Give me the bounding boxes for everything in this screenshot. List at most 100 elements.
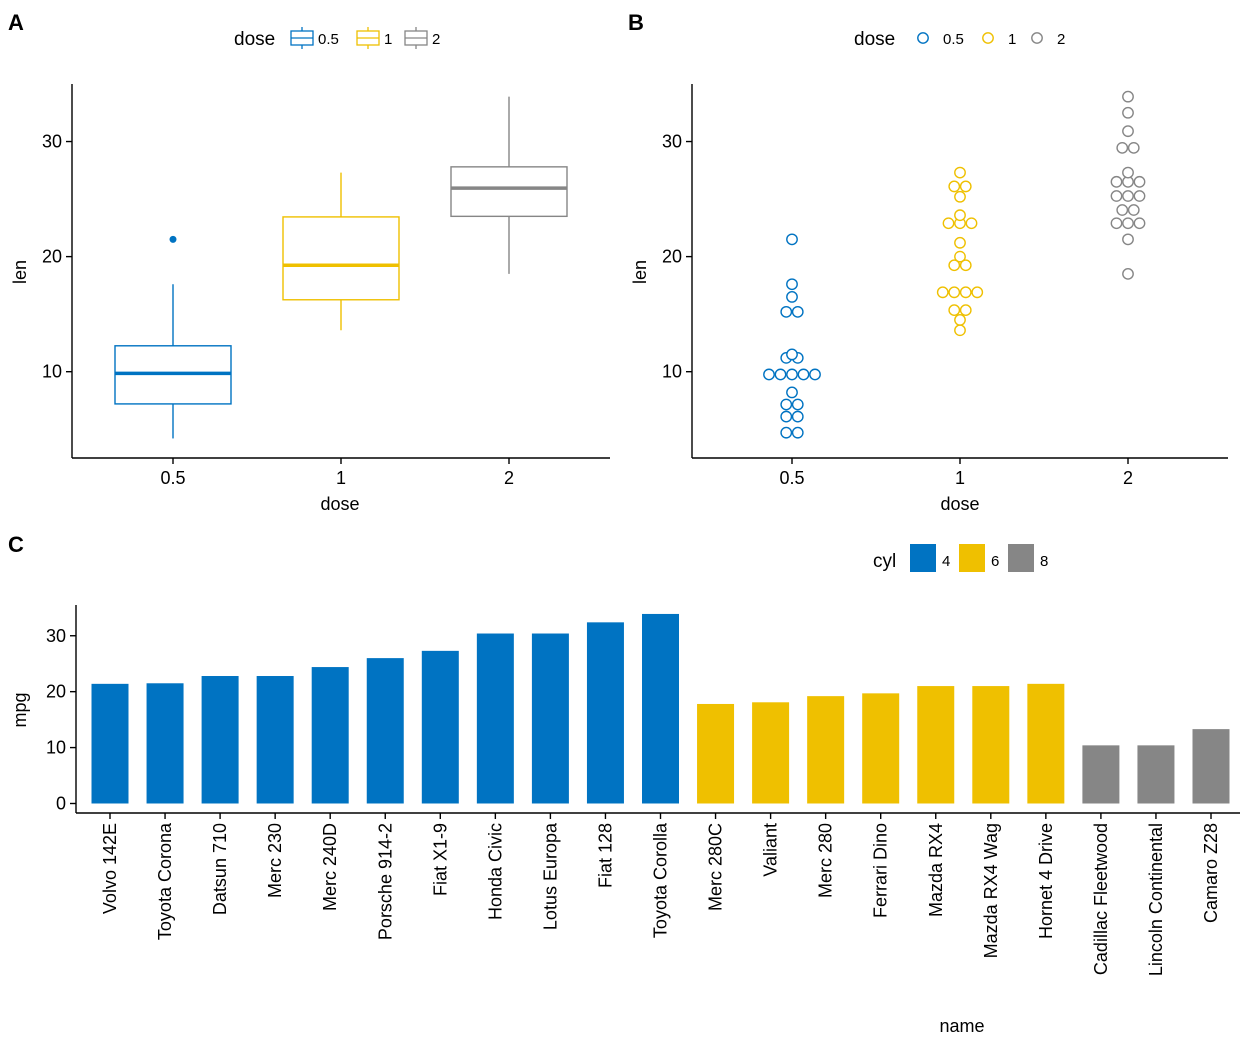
data-point (786, 386, 798, 399)
data-point (786, 278, 798, 291)
data-point (1127, 204, 1140, 216)
data-point (1110, 217, 1123, 230)
legend-label: 1 (1008, 31, 1016, 48)
data-point (959, 180, 972, 193)
data-point (954, 250, 966, 263)
legend-b-keys: 0.5 1 2 (917, 31, 1065, 48)
bar (972, 686, 1010, 804)
panel-tag-c: C (8, 532, 24, 557)
legend-a-keys: 0.5 1 2 (290, 27, 440, 49)
legend-key-point (982, 32, 994, 44)
x-tick-label: Fiat X1-9 (430, 823, 450, 896)
x-tick-label: Hornet 4 Drive (1036, 823, 1056, 939)
data-point (797, 368, 810, 381)
data-point (954, 324, 966, 337)
x-tick-label: Datsun 710 (210, 823, 230, 915)
plot-c-area: 0 10 20 30 Volvo 142E Toyota Corona Datsun 710… (46, 605, 1240, 976)
legend-key-swatch (959, 544, 985, 572)
data-point (954, 209, 966, 222)
panel-a-boxplot: dose 0.5 1 2 10 20 30 0.5 1 2 dose len (10, 27, 610, 514)
data-point (1122, 166, 1134, 179)
bar (476, 633, 514, 804)
data-point (1122, 233, 1134, 246)
data-point (786, 290, 798, 303)
x-tick-label: Cadillac Fleetwood (1091, 823, 1111, 975)
bar (256, 676, 294, 804)
data-point (948, 304, 961, 317)
data-point (948, 286, 961, 299)
bar (91, 683, 129, 804)
data-point (1127, 141, 1140, 154)
x-tick-label: Toyota Corolla (651, 822, 671, 938)
plot-b-area: 10 20 30 0.5 1 2 (662, 84, 1228, 488)
data-point (780, 305, 793, 318)
bar (311, 667, 349, 804)
data-point (1110, 190, 1123, 202)
bar (642, 613, 679, 804)
x-tick-label: 2 (504, 468, 514, 488)
data-point (1122, 190, 1134, 202)
axis-c-ylabel: mpg (10, 692, 30, 727)
data-point (959, 304, 972, 317)
box (450, 166, 568, 218)
data-point (954, 166, 966, 179)
x-tick-label: Mazda RX4 (926, 823, 946, 917)
data-point (1133, 217, 1146, 230)
x-tick-label: Camaro Z28 (1201, 823, 1221, 923)
x-tick-label: 0.5 (779, 468, 804, 488)
data-point (780, 426, 793, 439)
x-tick-label: Merc 240D (320, 823, 340, 911)
data-point (1116, 141, 1129, 154)
axis-b-xlabel: dose (940, 494, 979, 514)
y-tick-label: 10 (42, 362, 62, 382)
legend-key-swatch (1008, 544, 1034, 572)
x-tick-label: Honda Civic (485, 823, 505, 920)
x-tick-label: Lotus Europa (540, 822, 560, 930)
x-tick-label: 0.5 (160, 468, 185, 488)
data-point (774, 368, 787, 381)
y-tick-label: 20 (46, 682, 66, 702)
axis-b-ylabel: len (630, 260, 650, 284)
x-tick-label: Merc 280C (706, 823, 726, 911)
legend-label: 6 (991, 553, 999, 570)
y-tick-label: 30 (662, 132, 682, 152)
data-point (786, 233, 798, 246)
bar (421, 650, 459, 804)
bar (366, 658, 404, 804)
outlier-point (169, 235, 177, 243)
bar (201, 676, 239, 804)
x-tick-label: Merc 230 (265, 823, 285, 898)
y-tick-label: 10 (662, 362, 682, 382)
x-tick-label: Mazda RX4 Wag (981, 823, 1001, 958)
legend-label: 1 (384, 31, 392, 48)
legend-label: 0.5 (318, 31, 339, 48)
panel-tag-b: B (628, 10, 644, 35)
legend-key-swatch (910, 544, 936, 572)
bar (531, 633, 569, 804)
data-point (959, 286, 972, 299)
data-point (1133, 190, 1146, 202)
data-point (948, 259, 961, 272)
bar (697, 703, 735, 804)
bar (1027, 683, 1065, 804)
legend-b-title: dose (854, 29, 895, 50)
data-point (1110, 175, 1123, 188)
box (282, 216, 400, 301)
legend-label: 2 (1057, 31, 1065, 48)
bar (1082, 745, 1120, 804)
legend-label: 0.5 (943, 31, 964, 48)
x-tick-label: Valiant (761, 823, 781, 877)
legend-c-keys: 4 6 8 (910, 544, 1048, 572)
axis-a-ylabel: len (10, 260, 30, 284)
data-point (965, 217, 978, 230)
data-point (791, 426, 804, 439)
legend-label: 2 (432, 31, 440, 48)
x-tick-label: 1 (955, 468, 965, 488)
x-tick-label: Porsche 914-2 (375, 823, 395, 940)
data-point (1122, 106, 1134, 119)
data-point (1122, 217, 1134, 230)
data-point (971, 286, 984, 299)
legend-c-title: cyl (873, 551, 896, 572)
data-point (809, 368, 821, 381)
